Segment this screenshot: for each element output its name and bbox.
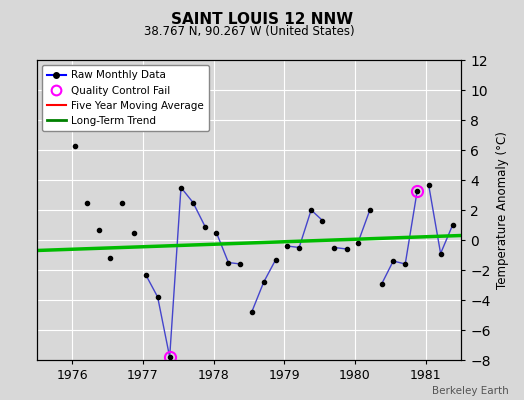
Point (95, 226, 103, 233)
Point (224, 259, 233, 266)
Legend: Raw Monthly Data, Quality Control Fail, Five Year Moving Average, Long-Term Tren: Raw Monthly Data, Quality Control Fail, … (42, 65, 209, 131)
Point (247, 309, 256, 315)
Point (177, 184, 185, 191)
Point (130, 229, 138, 236)
Point (424, 181, 433, 188)
Y-axis label: Temperature Anomaly (°C): Temperature Anomaly (°C) (496, 131, 509, 289)
Text: SAINT LOUIS 12 NNW: SAINT LOUIS 12 NNW (171, 12, 353, 27)
Point (106, 255, 114, 261)
Title: 38.767 N, 90.267 W (United States): 38.767 N, 90.267 W (United States) (144, 25, 354, 38)
Point (259, 279, 268, 285)
Point (366, 207, 374, 213)
Point (141, 271, 150, 278)
Point (166, 354, 174, 360)
Point (330, 244, 339, 251)
Text: Berkeley Earth: Berkeley Earth (432, 386, 508, 396)
Point (389, 258, 397, 264)
Point (354, 240, 362, 246)
Point (189, 199, 197, 206)
Point (283, 243, 291, 249)
Point (342, 246, 351, 252)
Point (236, 261, 245, 267)
Point (295, 244, 303, 251)
Point (83, 199, 91, 206)
Point (118, 199, 126, 206)
Point (318, 217, 326, 224)
Point (71, 142, 79, 149)
Point (307, 207, 315, 213)
Point (413, 187, 421, 194)
Point (449, 222, 457, 228)
Point (212, 229, 221, 236)
Point (271, 256, 280, 263)
Point (436, 250, 445, 257)
Point (154, 294, 162, 300)
Point (201, 223, 209, 230)
Point (401, 261, 409, 267)
Point (378, 280, 386, 287)
